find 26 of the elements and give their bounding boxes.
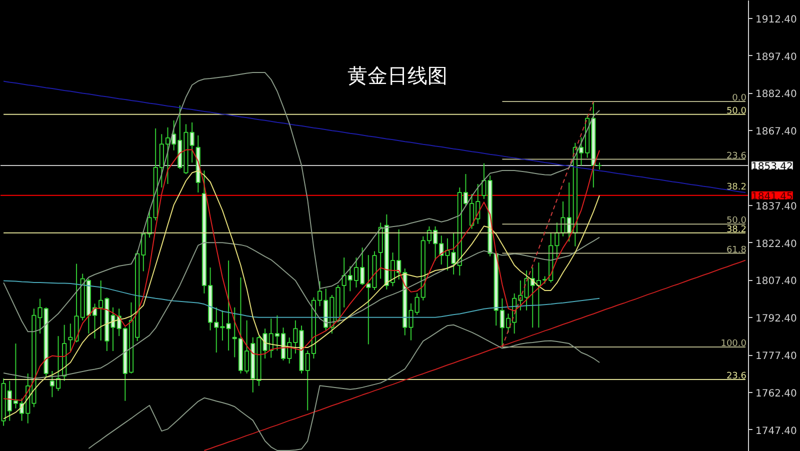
y-tick-label: 1867.40 [756,126,797,138]
y-tick-label: 1897.40 [756,52,797,63]
y-tick-label: 1807.40 [756,276,797,288]
y-tick-label: 1777.40 [756,351,797,362]
y-tick-label: 1882.40 [756,89,797,100]
annotation: 38.2 [726,182,747,192]
series-label: 23.6 [726,371,747,382]
series-label: 61.8 [726,245,747,256]
y-tick-label: 1912.40 [756,14,797,26]
y-tick-label: 1747.40 [756,426,797,437]
y-tick-label: 1822.40 [756,238,797,250]
ref-line-label: 1853.42 [752,161,793,172]
line-series [502,100,594,348]
text: 黄金日线图 [348,63,448,88]
y-tick-label: 1837.40 [756,201,797,212]
line-series [3,236,600,379]
line-series [204,260,746,451]
series-label: 50.0 [726,216,747,226]
y-tick-label: 1762.40 [756,388,797,400]
series-label: 50.0 [726,106,747,116]
series-label: 38.2 [726,224,747,235]
series-label: 23.6 [726,151,747,162]
y-tick-label: 1792.40 [756,314,797,325]
series-label: 100.0 [720,339,747,350]
line-series [88,324,600,451]
series-label: 0.0 [732,93,747,104]
